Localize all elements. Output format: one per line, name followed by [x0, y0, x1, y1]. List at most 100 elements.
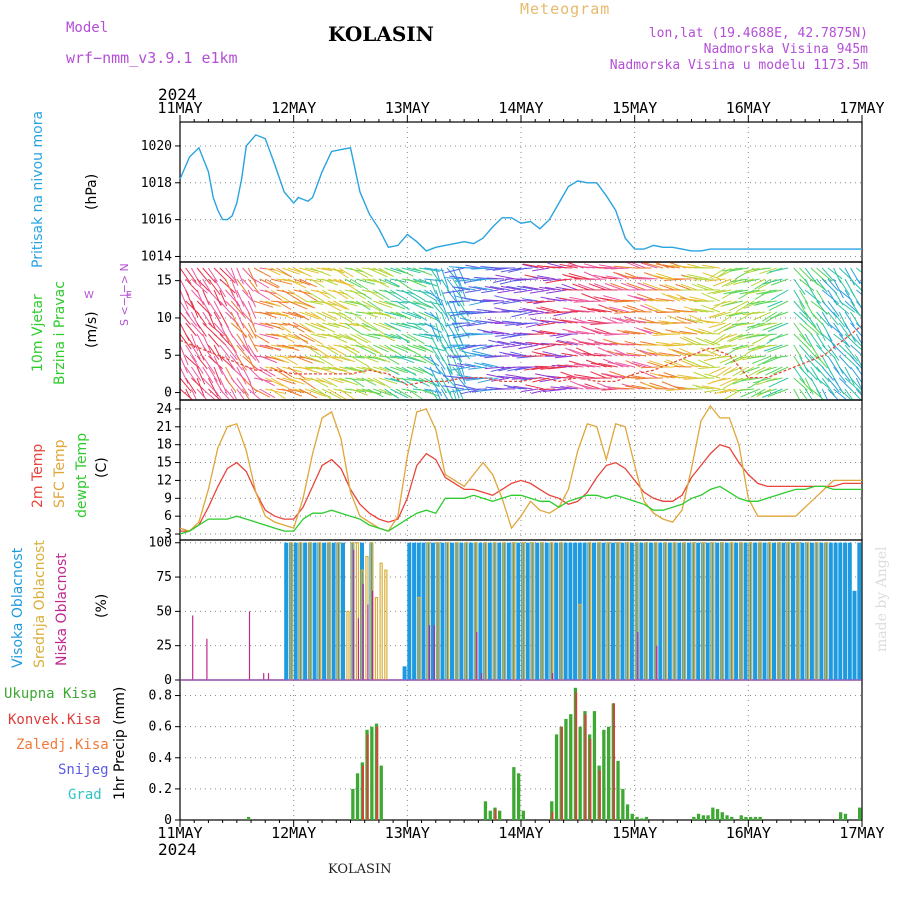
wind-barb: [855, 289, 862, 296]
wind-barb: [844, 344, 858, 362]
wind-barb: [372, 289, 390, 301]
wind-barb: [440, 311, 448, 328]
wind-barb: [655, 263, 675, 269]
high-cloud-bar: [795, 542, 800, 680]
wind-barb: [185, 300, 200, 315]
wind-barb: [501, 333, 522, 339]
wind-barb: [265, 267, 281, 276]
time-label-bottom: 12MAY: [271, 824, 316, 842]
total-rain-bar: [602, 729, 606, 820]
time-label-top: 11MAY: [157, 99, 202, 117]
wind-barb: [505, 374, 527, 379]
wind-barb: [435, 267, 442, 285]
wind-barb: [677, 310, 698, 313]
wind-barb: [624, 330, 647, 335]
wind-barb: [236, 333, 248, 351]
wind-barb: [799, 289, 809, 305]
wind-barb: [473, 362, 493, 368]
y-tick-label: 3: [164, 527, 172, 542]
wind-barb: [253, 322, 274, 329]
wind-barb: [487, 318, 505, 324]
wind-barb: [287, 377, 305, 385]
wind-barb: [581, 341, 601, 346]
wind-barb: [219, 289, 228, 307]
wind-barb: [299, 333, 315, 343]
wind-barb: [572, 283, 590, 291]
high-cloud-bar: [857, 542, 862, 680]
wind-barb: [710, 333, 726, 345]
wind-barb: [712, 311, 732, 319]
wind-barb: [677, 374, 698, 379]
wind-barb: [440, 278, 452, 295]
high-cloud-bar: [776, 542, 781, 680]
wind-barb: [185, 388, 192, 400]
wind-barb: [276, 322, 292, 334]
wind-barb: [367, 289, 384, 301]
high-cloud-bar: [847, 542, 852, 680]
high-cloud-bar: [450, 542, 454, 680]
wind-barb: [350, 333, 369, 344]
high-cloud-bar: [615, 542, 620, 680]
wind-barb: [850, 278, 862, 292]
wind-barb: [424, 289, 444, 302]
wind-barb: [484, 366, 505, 370]
wind-barb: [658, 374, 675, 379]
wind-barb: [446, 311, 458, 326]
wind-barb: [493, 300, 510, 305]
wind-barb: [855, 311, 862, 318]
wind-barb: [752, 333, 772, 345]
wind-barb: [333, 289, 349, 300]
high-cloud-bar: [341, 542, 345, 680]
legend-snow: Snijeg: [58, 762, 109, 778]
wind-barb: [196, 322, 207, 337]
wind-barb: [384, 366, 400, 376]
wind-barb: [190, 267, 202, 287]
wind-barb: [458, 278, 467, 300]
wind-barb: [459, 310, 482, 313]
wind-barb: [850, 289, 861, 307]
wind-barb: [287, 267, 305, 274]
wind-barb: [180, 377, 192, 392]
wind-barb: [213, 333, 227, 346]
wind-barb: [804, 322, 820, 336]
wind-barb: [507, 366, 527, 372]
high-cloud-bar: [539, 542, 544, 680]
wind-barb: [522, 285, 544, 291]
high-cloud-bar: [326, 542, 331, 680]
high-cloud-bar: [554, 542, 559, 680]
wind-barb: [821, 344, 836, 359]
total-rain-bar: [370, 726, 374, 820]
wind-barb: [535, 352, 556, 357]
wind-barb: [310, 333, 327, 339]
wind-barb: [327, 300, 347, 310]
wind-barb: [401, 289, 420, 301]
wind-barb: [748, 366, 766, 377]
wind-barb: [679, 330, 698, 335]
legend-freezing-rain: Zaledj.Kisa: [16, 737, 109, 753]
time-label-bottom: 17MAY: [839, 824, 884, 842]
wind-barb: [401, 344, 421, 356]
wind-barb: [719, 388, 738, 394]
wind-barb: [850, 377, 862, 392]
wind-barb: [488, 339, 510, 346]
wind-barb: [299, 388, 318, 399]
wind-barb: [855, 355, 862, 368]
wind-barb: [534, 373, 556, 379]
total-rain-bar: [592, 711, 597, 820]
high-cloud-bar: [772, 542, 776, 680]
wind-barb: [736, 300, 755, 313]
wind-barb: [594, 327, 613, 335]
legend-convective-rain: Konvek.Kisa: [8, 712, 101, 728]
wind-barb: [732, 366, 749, 377]
wind-barb: [333, 333, 354, 341]
wind-barb: [729, 267, 749, 272]
wind-barb: [532, 267, 550, 272]
high-cloud-bar: [743, 542, 748, 680]
wind-barb: [242, 333, 251, 354]
wind-barb: [578, 384, 596, 390]
wind-barb: [594, 283, 613, 291]
wind-barb: [719, 355, 738, 364]
high-cloud-bar: [459, 542, 464, 680]
wind-barb: [265, 344, 281, 352]
high-cloud-bar: [691, 542, 696, 680]
